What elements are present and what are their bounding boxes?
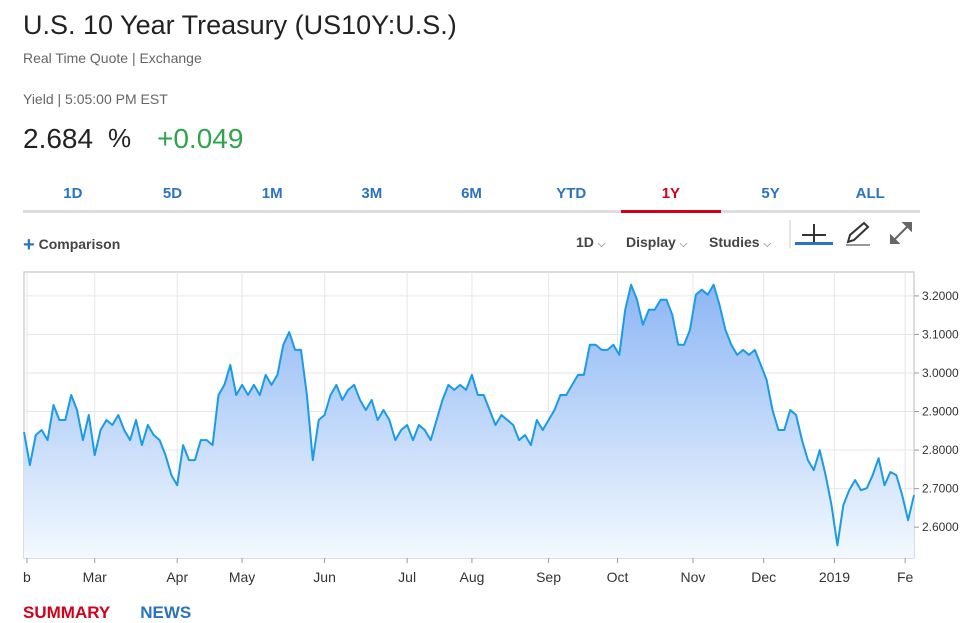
crosshair-tool[interactable] [795,224,833,245]
range-tab[interactable]: 1D [63,185,83,202]
bottom-tab[interactable]: SUMMARY [23,603,111,622]
x-tick-label: Jul [398,569,416,585]
x-tick-label: Apr [166,569,188,585]
y-tick-label: 2.7000 [922,482,959,496]
subtitle: Real Time Quote | Exchange [23,50,202,66]
area-fill [24,284,914,558]
y-tick-label: 3.2000 [922,289,959,303]
price: 2.684 [23,123,94,154]
bottom-tabs: SUMMARY NEWS [23,603,221,623]
x-tick-label: Oct [607,569,629,585]
display[interactable]: Display ⌵ [626,234,688,250]
bottom-tab[interactable]: NEWS [140,603,192,622]
comparison-label: Comparison [38,236,121,252]
range-tab[interactable]: YTD [556,185,587,202]
y-tick-label: 3.0000 [922,366,959,380]
range-tab[interactable]: 3M [361,185,383,202]
interval-label: 1D [576,234,594,250]
x-tick-label: Aug [459,569,484,585]
y-tick-label: 2.6000 [922,520,959,534]
draw-tool[interactable] [846,221,870,246]
interval[interactable]: 1D ⌵ [576,234,606,250]
studies-label: Studies [709,234,760,250]
range-tab[interactable]: ALL [855,185,885,202]
x-tick-label: 2019 [819,569,850,585]
expand-tool[interactable] [890,222,912,244]
yield-time: Yield | 5:05:00 PM EST [23,91,168,107]
range-tab[interactable]: 6M [461,185,482,202]
x-tick-label: Sep [536,569,561,585]
tool-icons [789,220,912,248]
x-tick-label: Mar [83,569,107,585]
unit: % [108,123,132,153]
chart: 3.2000 3.1000 3.0000 2.9000 2.8000 2.7000 2.60… [23,271,959,585]
studies[interactable]: Studies ⌵ [709,234,772,250]
x-tick-label: Dec [751,569,776,585]
range-tab[interactable]: 1M [261,185,283,202]
y-tick-label: 2.8000 [922,443,959,457]
range-tab[interactable]: 5D [162,185,183,202]
title: U.S. 10 Year Treasury (US10Y:U.S.) [23,10,457,40]
x-tick-label: Fe [897,569,914,585]
range-tab[interactable]: 1Y [621,185,721,213]
range-tab[interactable]: 5Y [761,185,780,202]
display-label: Display [626,234,676,250]
line [23,283,915,547]
y-tick-label: 2.9000 [922,405,959,419]
y-tick-label: 3.1000 [922,327,959,341]
change: +0.049 [157,123,244,154]
x-tick-label: b [23,569,31,585]
x-tick-label: Jun [313,569,336,585]
x-tick-label: Nov [681,569,706,585]
range-tabs: 1D 5D 1M 3M 6M YTD 1Y 5Y ALL [23,185,920,213]
x-tick-label: May [229,569,255,585]
comparison[interactable]: + Comparison [23,234,121,256]
